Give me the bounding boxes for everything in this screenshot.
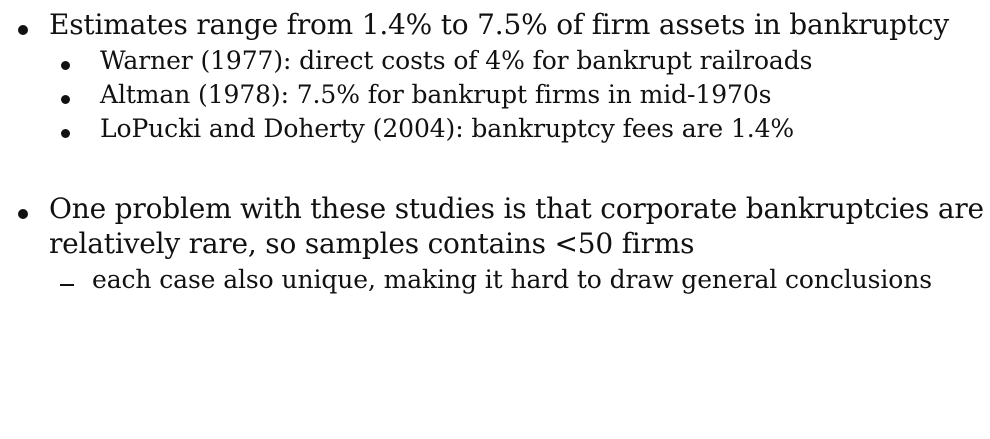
bullet-text: Estimates range from 1.4% to 7.5% of fir… [49, 8, 949, 41]
dash-item-text: each case also unique, making it hard to… [92, 265, 932, 294]
bullet-icon [18, 25, 28, 35]
dash-icon [60, 284, 74, 286]
sub-bullet-text: LoPucki and Doherty (2004): bankruptcy f… [100, 114, 795, 143]
sub-bullet-icon [61, 129, 70, 138]
sub-bullet-icon [61, 95, 70, 104]
bullet-icon [18, 209, 28, 219]
bullet-text-continued: relatively rare, so samples contains <50… [49, 227, 695, 260]
sub-bullet-icon [61, 61, 70, 70]
sub-bullet-text: Altman (1978): 7.5% for bankrupt firms i… [100, 80, 772, 109]
bullet-text: One problem with these studies is that c… [49, 192, 984, 225]
sub-bullet-text: Warner (1977): direct costs of 4% for ba… [100, 46, 813, 75]
